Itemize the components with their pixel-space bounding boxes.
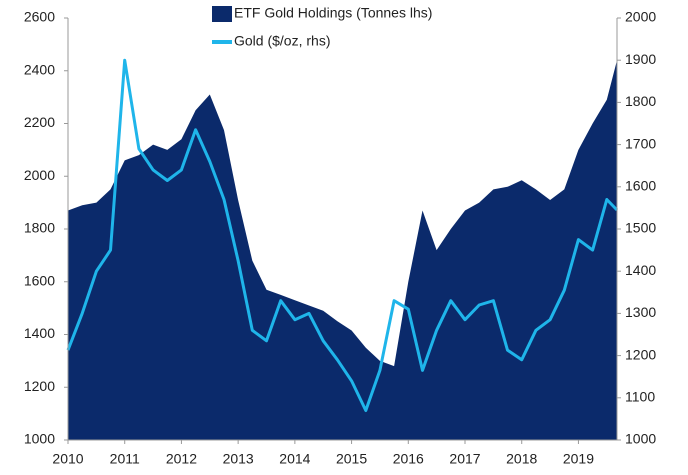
- y2-tick-label: 1900: [625, 51, 656, 67]
- y-tick-label: 1600: [24, 272, 55, 288]
- y-tick-label: 2000: [24, 167, 55, 183]
- x-tick-label: 2018: [506, 451, 537, 467]
- x-tick-label: 2012: [166, 451, 197, 467]
- legend-label: Gold ($/oz, rhs): [234, 33, 330, 49]
- x-tick-label: 2011: [110, 451, 140, 467]
- y2-tick-label: 1300: [625, 304, 656, 320]
- line: [66, 58, 619, 412]
- y-tick-label: 2600: [24, 9, 55, 25]
- y2-tick-label: 1200: [625, 346, 656, 362]
- y2-tick-label: 1000: [625, 431, 656, 447]
- area: [68, 60, 617, 440]
- y2-tick-label: 1800: [625, 93, 656, 109]
- x-tick-label: 2017: [449, 451, 480, 467]
- y-tick-label: 1800: [24, 220, 55, 236]
- x-tick-label: 2019: [563, 451, 594, 467]
- x-tick-label: 2016: [393, 451, 424, 467]
- y-tick-label: 1000: [24, 431, 55, 447]
- x-tick-label: 2014: [279, 451, 310, 467]
- y-tick-label: 1200: [24, 378, 55, 394]
- y2-tick-label: 1100: [625, 389, 655, 405]
- x-tick-label: 2015: [336, 451, 367, 467]
- legend-swatch: [212, 6, 232, 22]
- y2-tick-label: 1600: [625, 178, 656, 194]
- legend-label: ETF Gold Holdings (Tonnes lhs): [234, 5, 432, 21]
- y2-tick-label: 1700: [625, 135, 656, 151]
- y-tick-label: 2400: [24, 61, 55, 77]
- y2-tick-label: 2000: [625, 9, 656, 25]
- x-tick-label: 2010: [52, 451, 83, 467]
- y-tick-label: 1400: [24, 325, 55, 341]
- y-tick-label: 2200: [24, 114, 55, 130]
- y2-tick-label: 1400: [625, 262, 656, 278]
- x-tick-label: 2013: [223, 451, 254, 467]
- y2-tick-label: 1500: [625, 220, 656, 236]
